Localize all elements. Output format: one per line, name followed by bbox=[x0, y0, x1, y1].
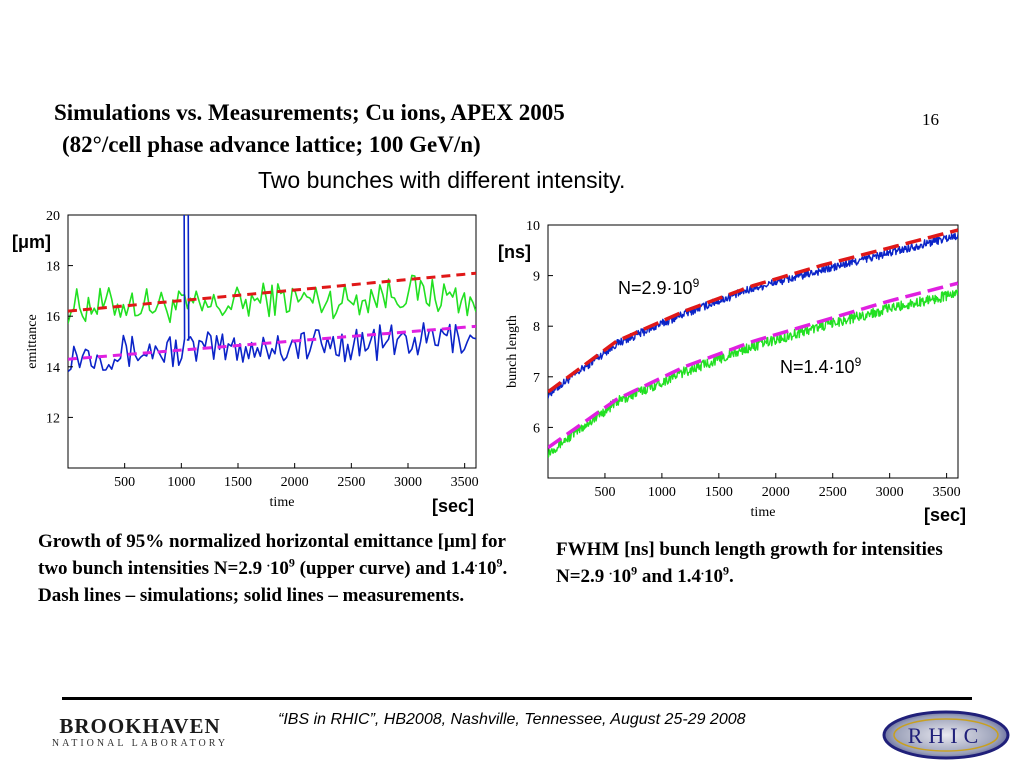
y-tick-label: 14 bbox=[46, 361, 60, 376]
left-caption: Growth of 95% normalized horizontal emit… bbox=[38, 531, 508, 606]
slide-title-line1: Simulations vs. Measurements; Cu ions, A… bbox=[54, 100, 565, 125]
x-tick-label: 1500 bbox=[705, 485, 733, 500]
sim-line-sim_high bbox=[548, 228, 958, 394]
x-tick-label: 500 bbox=[594, 485, 615, 500]
y-tick-label: 7 bbox=[533, 371, 540, 386]
y-tick-label: 8 bbox=[533, 320, 540, 335]
svg-text:BROOKHAVEN: BROOKHAVEN bbox=[59, 715, 220, 738]
plot-frame bbox=[547, 224, 959, 479]
x-axis-label: time bbox=[751, 505, 776, 520]
y-tick-label: 6 bbox=[533, 421, 540, 436]
x-tick-label: 1500 bbox=[224, 475, 252, 490]
y-tick-label: 20 bbox=[46, 209, 60, 224]
y-tick-label: 12 bbox=[46, 411, 60, 426]
y-tick-label: 18 bbox=[46, 260, 60, 275]
bunch-length-chart: 500 1000 1500 2000 2500 3000 3500 6 7 8 9 10 time bun… bbox=[505, 219, 961, 520]
x-tick-label: 500 bbox=[114, 475, 135, 490]
sim-line-sim_low bbox=[68, 324, 476, 361]
y-axis-label: emittance bbox=[25, 314, 40, 368]
x-tick-label: 1000 bbox=[167, 475, 195, 490]
x-tick-label: 2000 bbox=[762, 485, 790, 500]
x-tick-label: 3500 bbox=[933, 485, 961, 500]
emittance-chart: 500 1000 1500 2000 2500 3000 3500 12 14 16 18 20 tim… bbox=[25, 209, 479, 510]
measured-line-meas_high bbox=[68, 274, 476, 324]
right-time-unit-label: [sec] bbox=[924, 505, 967, 525]
measured-line-meas_low bbox=[548, 289, 958, 458]
x-tick-label: 1000 bbox=[648, 485, 676, 500]
measured-line-meas_high bbox=[548, 232, 958, 399]
plot-frame bbox=[67, 214, 477, 469]
right-caption: FWHM [ns] bunch length growth for intens… bbox=[556, 539, 943, 587]
rhic-logo: RHIC bbox=[882, 710, 1010, 760]
slide-title-line2: (82°/cell phase advance lattice; 100 GeV… bbox=[62, 132, 481, 157]
x-tick-label: 3500 bbox=[451, 475, 479, 490]
emittance-unit-label: [μm] bbox=[12, 232, 52, 252]
x-tick-label: 2500 bbox=[337, 475, 365, 490]
x-tick-label: 2000 bbox=[281, 475, 309, 490]
x-axis-label: time bbox=[270, 495, 295, 510]
slide-subtitle: Two bunches with different intensity. bbox=[258, 167, 626, 193]
x-tick-label: 3000 bbox=[876, 485, 904, 500]
x-tick-label: 3000 bbox=[394, 475, 422, 490]
footer-divider bbox=[62, 697, 972, 700]
y-axis-label: bunch length bbox=[505, 315, 520, 388]
left-time-unit-label: [sec] bbox=[432, 496, 475, 516]
y-tick-label: 16 bbox=[46, 310, 60, 325]
measured-line-meas_low bbox=[68, 215, 476, 373]
sim-line-sim_low bbox=[548, 281, 958, 450]
slide-number: 16 bbox=[922, 110, 939, 129]
bunch-length-unit-label: [ns] bbox=[498, 242, 531, 262]
x-tick-label: 2500 bbox=[819, 485, 847, 500]
svg-text:NATIONAL LABORATORY: NATIONAL LABORATORY bbox=[52, 738, 228, 749]
series-group bbox=[548, 228, 958, 458]
y-tick-label: 10 bbox=[526, 219, 540, 234]
footer-citation: “IBS in RHIC”, HB2008, Nashville, Tennes… bbox=[278, 711, 746, 728]
curve-label-low: N=1.4·109 bbox=[780, 355, 862, 377]
brookhaven-logo: BROOKHAVEN NATIONAL LABORATORY bbox=[12, 715, 268, 749]
sim-line-sim_high bbox=[68, 271, 476, 313]
curve-label-high: N=2.9·109 bbox=[618, 276, 700, 298]
series-group bbox=[68, 215, 476, 373]
svg-text:RHIC: RHIC bbox=[908, 723, 985, 748]
y-tick-label: 9 bbox=[533, 270, 540, 285]
